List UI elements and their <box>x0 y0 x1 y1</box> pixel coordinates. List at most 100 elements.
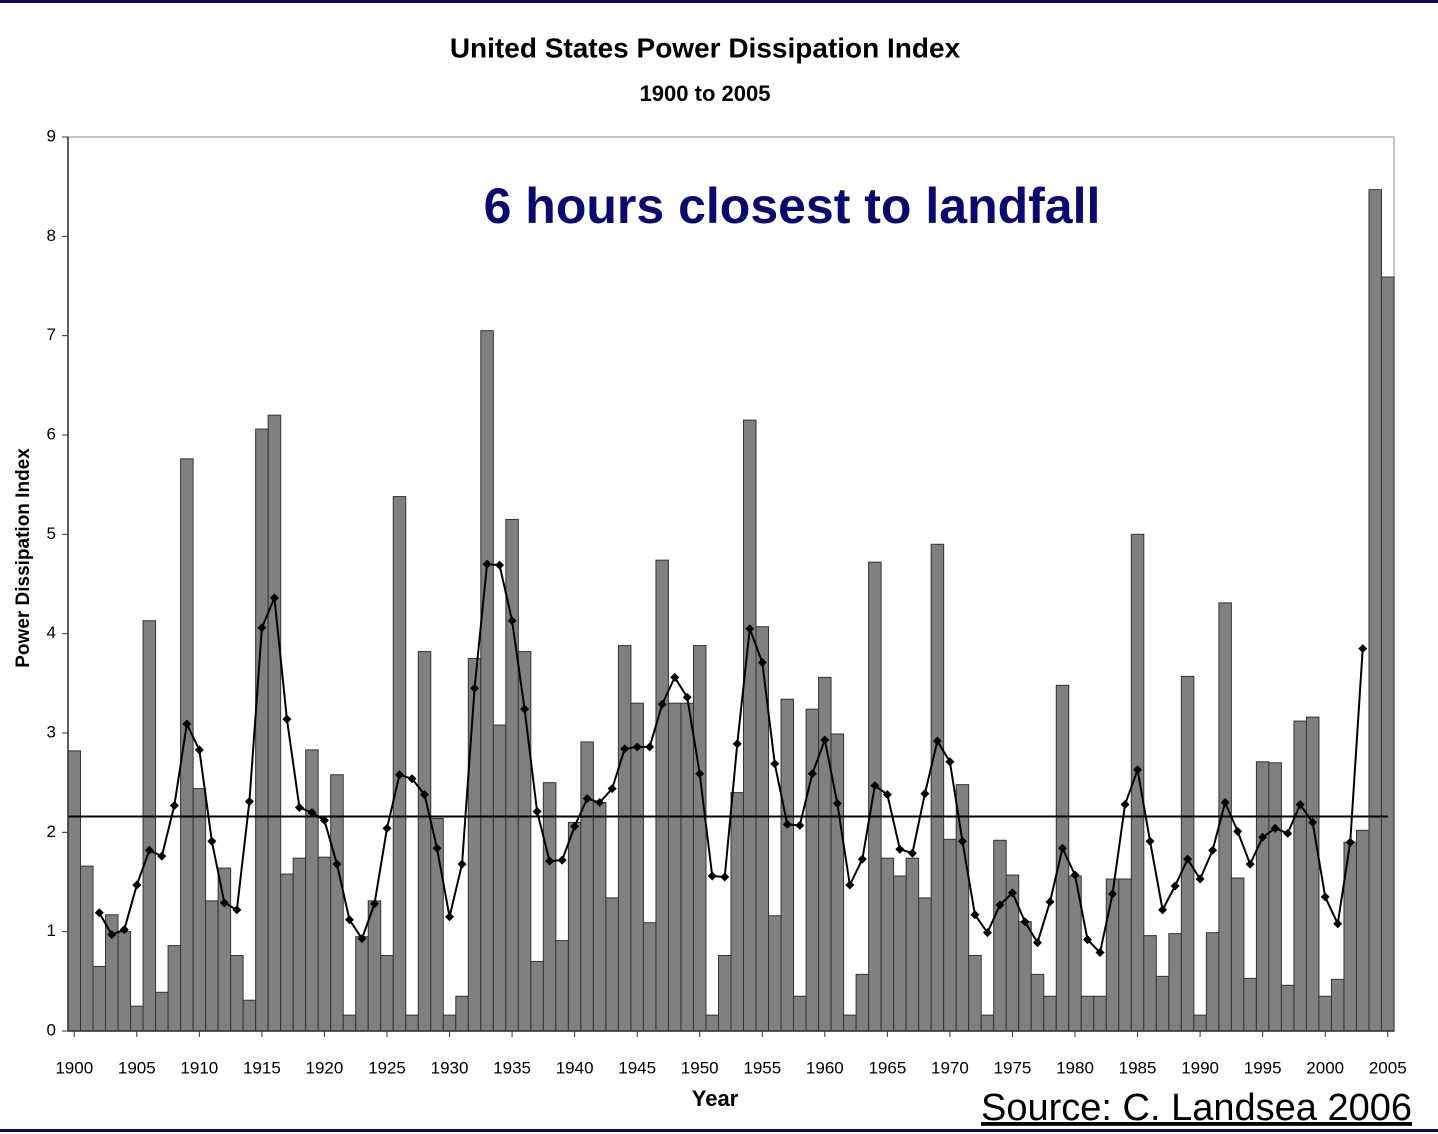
line-marker <box>782 819 792 829</box>
bar <box>1118 878 1132 1032</box>
x-tick-label: 1900 <box>55 1058 93 1077</box>
bar <box>730 792 745 1032</box>
line-marker <box>495 560 505 570</box>
line-marker <box>657 699 667 709</box>
line-marker <box>282 714 292 724</box>
bar <box>968 955 982 1032</box>
bar <box>367 900 382 1032</box>
bar <box>818 676 832 1032</box>
y-axis-title: Power Dissipation Index <box>13 448 34 668</box>
line-marker <box>845 880 855 890</box>
line-marker <box>707 871 717 881</box>
bar <box>1380 276 1395 1032</box>
line-marker <box>420 790 430 800</box>
y-tick-label: 2 <box>47 822 56 841</box>
bar <box>80 865 94 1032</box>
x-tick-label: 1930 <box>431 1058 469 1077</box>
bar <box>955 784 970 1032</box>
bar <box>617 645 632 1032</box>
line-marker <box>319 815 329 825</box>
bar <box>567 821 582 1032</box>
line-marker <box>1295 800 1305 810</box>
bar <box>705 1014 719 1032</box>
line-marker <box>257 623 267 633</box>
bar <box>1243 977 1257 1032</box>
line-marker <box>1333 919 1343 929</box>
line-marker <box>507 616 517 626</box>
bar <box>1255 761 1270 1032</box>
line-marker <box>1320 892 1330 902</box>
line-marker <box>169 801 179 811</box>
bar <box>1205 932 1220 1032</box>
x-tick-label: 1920 <box>306 1058 344 1077</box>
line-marker <box>144 845 154 855</box>
line-marker <box>532 806 542 816</box>
bar <box>330 774 344 1032</box>
bar <box>868 561 882 1032</box>
bar <box>1318 995 1332 1032</box>
bar <box>442 1014 457 1032</box>
bar <box>980 1014 995 1032</box>
line-marker <box>1220 798 1230 808</box>
chart-title: United States Power Dissipation Index <box>450 32 961 63</box>
line-marker <box>520 704 530 714</box>
bar <box>142 620 157 1032</box>
x-tick-label: 1995 <box>1244 1058 1282 1077</box>
line-marker <box>482 559 492 569</box>
line-marker <box>670 672 680 682</box>
line-marker <box>1345 837 1355 847</box>
bar <box>342 1014 357 1032</box>
line-marker <box>1083 935 1093 945</box>
x-tick-label: 1915 <box>243 1058 281 1077</box>
line-marker <box>357 934 367 944</box>
x-tick-label: 1970 <box>931 1058 969 1077</box>
line-marker <box>382 823 392 833</box>
x-tick-label: 1965 <box>868 1058 906 1077</box>
line-marker <box>557 855 567 865</box>
line-marker <box>1120 800 1130 810</box>
bar <box>918 897 932 1032</box>
line-marker <box>457 859 467 869</box>
x-tick-label: 1905 <box>118 1058 156 1077</box>
bar <box>1080 995 1095 1032</box>
bar <box>230 955 244 1032</box>
y-tick-label: 0 <box>47 1020 56 1039</box>
bar <box>1018 921 1032 1032</box>
line-marker <box>995 900 1005 910</box>
bar <box>392 496 407 1032</box>
bar <box>467 658 482 1032</box>
x-tick-label: 1960 <box>806 1058 844 1077</box>
bar <box>192 788 207 1032</box>
line-marker <box>1108 889 1118 899</box>
bar <box>1230 877 1245 1032</box>
bar <box>1355 829 1370 1032</box>
line-marker <box>770 759 780 769</box>
line-marker <box>232 905 242 915</box>
line-marker <box>1070 870 1080 880</box>
line-marker <box>1283 828 1293 838</box>
bar <box>780 698 795 1032</box>
line-marker <box>1245 859 1255 869</box>
bar <box>768 915 782 1032</box>
bar <box>130 1005 144 1032</box>
bar <box>542 782 557 1032</box>
line-marker <box>1195 874 1205 884</box>
y-tick-label: 7 <box>47 325 56 344</box>
line-marker <box>1032 938 1042 948</box>
line-marker <box>1170 881 1180 891</box>
line-marker <box>745 624 755 634</box>
bar <box>205 900 219 1032</box>
line-marker <box>945 757 955 767</box>
x-tick-label: 1945 <box>618 1058 656 1077</box>
top-border <box>0 0 1438 3</box>
bar <box>1293 720 1307 1032</box>
bar <box>1168 933 1182 1032</box>
line-marker <box>1183 854 1193 864</box>
line-marker <box>645 742 655 752</box>
bar <box>317 856 332 1032</box>
bar <box>743 419 757 1032</box>
line-marker <box>795 820 805 830</box>
line-marker <box>1158 905 1168 915</box>
line-marker <box>1020 917 1030 927</box>
line-marker <box>194 745 204 755</box>
